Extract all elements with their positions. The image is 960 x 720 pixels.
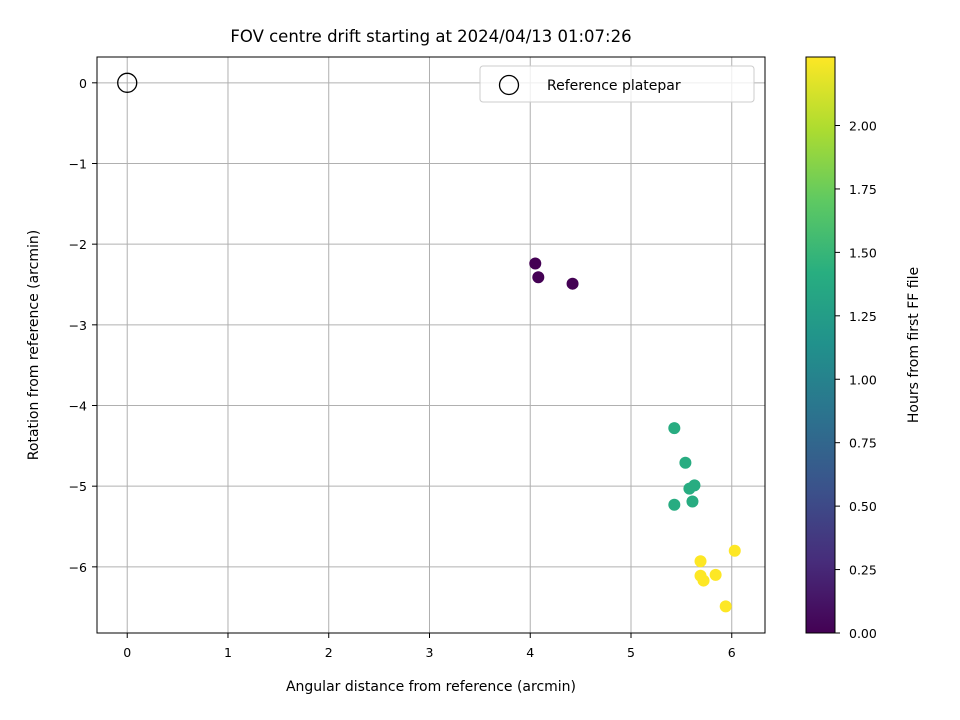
x-tick-label: 0 <box>123 645 131 660</box>
plot-frame <box>96 56 766 634</box>
data-point <box>529 257 542 270</box>
data-point <box>668 422 681 435</box>
data-point <box>679 456 692 469</box>
legend: Reference platepar <box>479 65 755 103</box>
colorbar-ticks: 0.00 0.25 0.50 0.75 1.00 1.25 1.50 1.75 2.00 <box>835 119 877 641</box>
colorbar-tick-label: 0.25 <box>849 563 877 578</box>
y-tick-label: 0 <box>79 76 87 91</box>
data-point <box>694 555 707 568</box>
data-point <box>719 600 732 613</box>
colorbar-gradient <box>805 56 836 634</box>
x-tick-label: 4 <box>526 645 534 660</box>
legend-box <box>479 65 755 103</box>
y-tick-label: −2 <box>69 237 87 252</box>
colorbar-tick-label: 1.25 <box>849 309 877 324</box>
legend-label: Reference platepar <box>547 78 681 94</box>
x-tick-label: 6 <box>728 645 736 660</box>
data-point <box>668 498 681 511</box>
data-point <box>688 479 701 492</box>
y-axis-ticks: 0 −1 −2 −3 −4 −5 −6 <box>69 76 97 575</box>
colorbar-tick-label: 0.50 <box>849 499 877 514</box>
colorbar-label: Hours from first FF file <box>906 267 922 423</box>
data-point <box>709 568 722 581</box>
colorbar-tick-label: 0.75 <box>849 436 877 451</box>
plot-background <box>97 57 765 633</box>
data-point <box>566 277 579 290</box>
data-point <box>728 544 741 557</box>
y-tick-label: −3 <box>69 318 87 333</box>
chart-title: FOV centre drift starting at 2024/04/13 … <box>230 27 631 46</box>
data-point <box>686 495 699 508</box>
colorbar-tick-label: 1.75 <box>849 182 877 197</box>
x-axis-ticks: 0 1 2 3 4 5 6 <box>123 633 736 660</box>
colorbar: 0.00 0.25 0.50 0.75 1.00 1.25 1.50 1.75 2.00 Hou… <box>805 56 922 641</box>
grid-lines <box>97 57 765 633</box>
x-tick-label: 1 <box>224 645 232 660</box>
data-point <box>697 574 710 587</box>
colorbar-tick-label: 1.00 <box>849 372 877 387</box>
x-tick-label: 5 <box>627 645 635 660</box>
colorbar-tick-label: 2.00 <box>849 119 877 134</box>
reference-platepar-marker <box>117 72 138 93</box>
legend-marker-open-circle <box>498 74 520 96</box>
y-tick-label: −5 <box>69 479 87 494</box>
colorbar-tick-label: 1.50 <box>849 245 877 260</box>
y-axis-label: Rotation from reference (arcmin) <box>26 230 42 460</box>
y-tick-label: −6 <box>69 560 87 575</box>
y-tick-label: −4 <box>69 399 87 414</box>
colorbar-tick-label: 0.00 <box>849 626 877 641</box>
x-tick-label: 3 <box>426 645 434 660</box>
x-axis-label: Angular distance from reference (arcmin) <box>286 679 576 695</box>
y-tick-label: −1 <box>69 156 87 171</box>
data-point <box>532 271 545 284</box>
x-tick-label: 2 <box>325 645 333 660</box>
plot-area: 0 1 2 3 4 5 6 0 −1 −2 −3 −4 −5 −6 <box>69 56 766 660</box>
data-points <box>117 72 741 613</box>
